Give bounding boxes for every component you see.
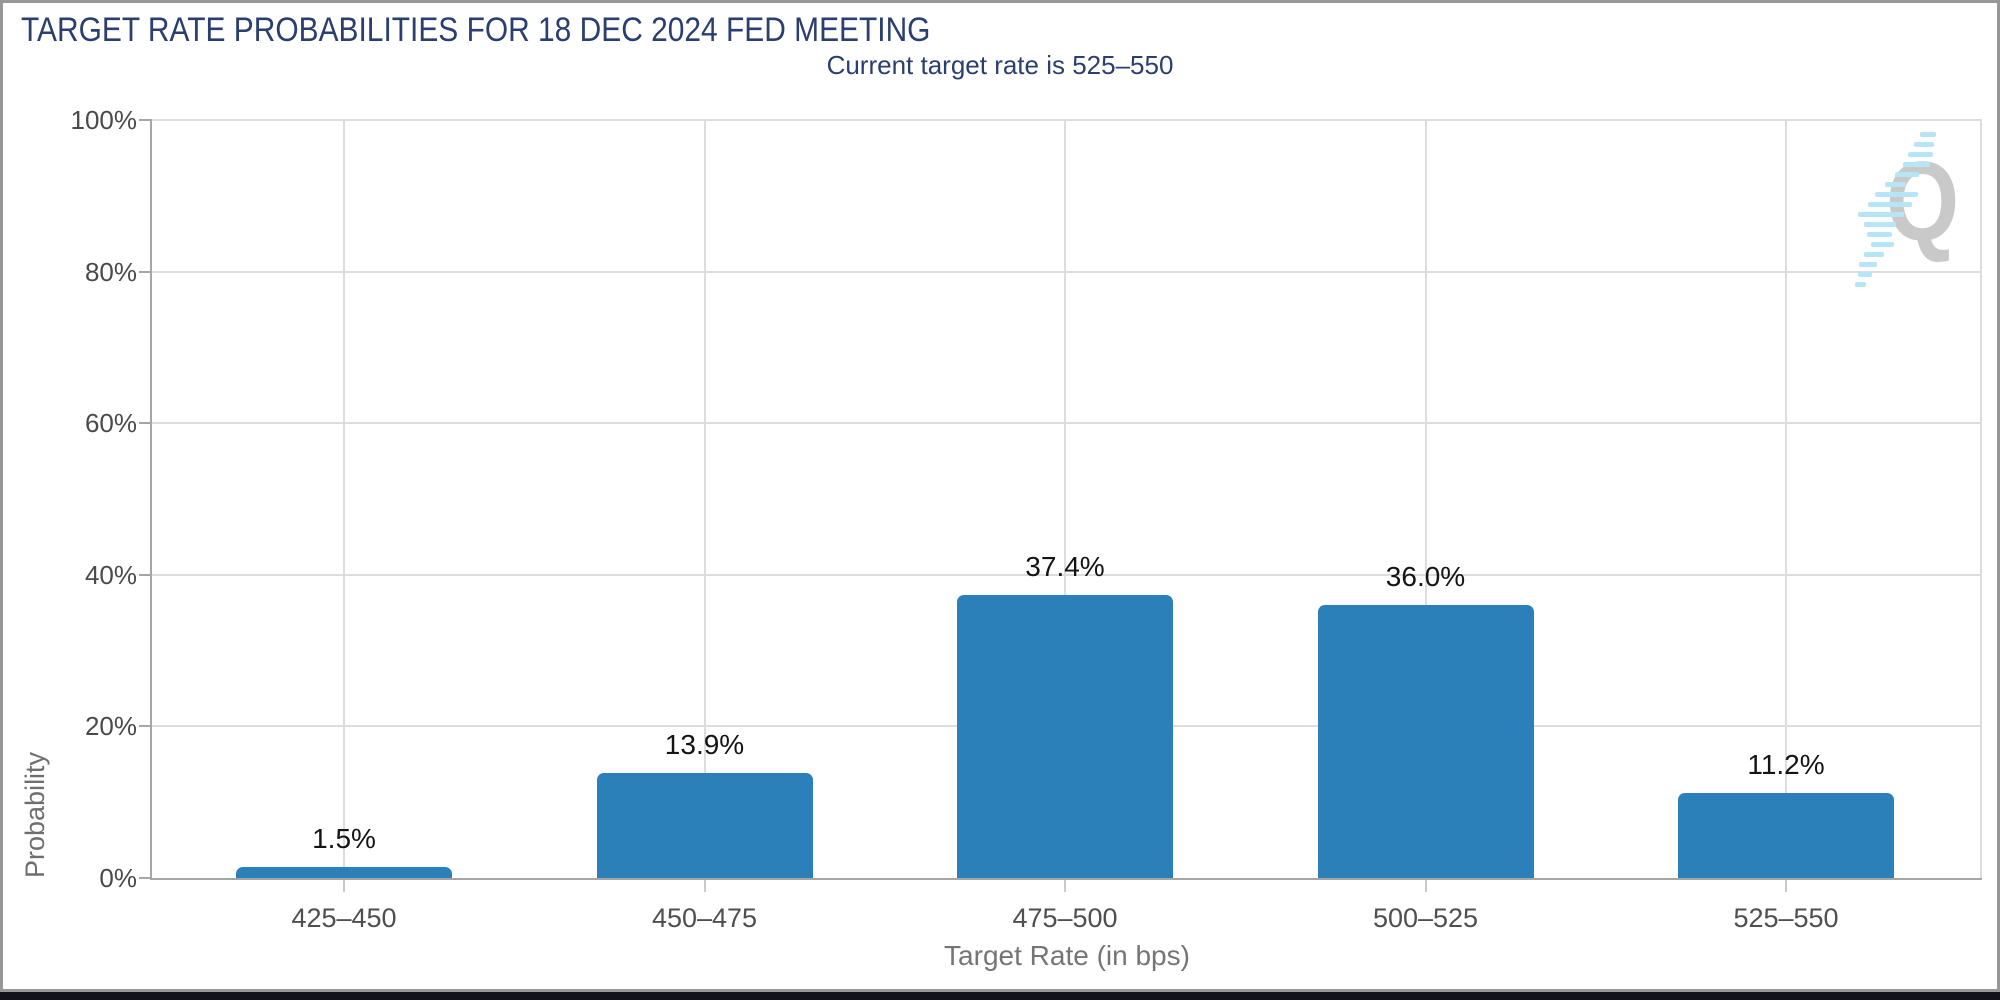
y-tick-mark	[139, 877, 152, 879]
x-tick-label: 425–450	[291, 903, 397, 933]
probability-bar-500–525[interactable]	[1317, 605, 1534, 878]
logo-dash	[1885, 182, 1906, 187]
x-tick-mark	[1785, 880, 1787, 892]
probability-bar-525–550[interactable]	[1678, 793, 1894, 878]
logo-dash	[1908, 152, 1933, 157]
bottom-dark-strip	[0, 992, 2000, 1000]
y-gridline	[152, 119, 1982, 121]
bar-value-label: 1.5%	[312, 822, 376, 854]
x-tick-mark	[1424, 880, 1427, 892]
y-tick-mark	[139, 119, 152, 121]
bar-value-label: 11.2%	[1747, 749, 1825, 781]
y-tick-mark	[139, 422, 152, 425]
logo-dash	[1855, 282, 1866, 287]
x-tick-label: 500–525	[1372, 903, 1479, 933]
logo-dash	[1914, 142, 1934, 147]
plot-right-border	[1980, 120, 1982, 878]
y-tick-label: 0%	[99, 863, 137, 893]
logo-dash	[1903, 162, 1930, 167]
x-axis-title: Target Rate (in bps)	[944, 940, 1190, 971]
y-gridline	[152, 270, 1982, 273]
logo-dash	[1871, 242, 1894, 247]
logo-dash	[1864, 222, 1896, 227]
y-tick-mark	[139, 270, 152, 273]
y-tick-label: 60%	[84, 408, 137, 439]
x-tick-label: 475–500	[1012, 903, 1118, 933]
x-gridline	[1785, 120, 1787, 878]
x-gridline	[1064, 120, 1066, 878]
x-tick-label: 525–550	[1733, 903, 1839, 933]
x-tick-mark	[1064, 880, 1066, 892]
bar-value-label: 13.9%	[664, 728, 745, 760]
chart-subtitle: Current target rate is 525–550	[826, 50, 1174, 80]
y-axis-line	[150, 120, 152, 880]
probability-bar-425–450[interactable]	[236, 866, 452, 878]
logo-dash	[1867, 232, 1892, 237]
logo-dash	[1864, 252, 1884, 257]
bar-value-label: 36.0%	[1385, 561, 1466, 593]
y-tick-mark	[139, 573, 152, 576]
x-gridline	[703, 120, 706, 878]
bar-value-label: 37.4%	[1025, 550, 1105, 582]
logo-dash	[1895, 172, 1919, 177]
y-tick-mark	[139, 725, 152, 728]
x-axis-line	[152, 878, 1982, 880]
logo-dash	[1868, 202, 1912, 207]
x-tick-mark	[343, 880, 345, 892]
x-gridline	[343, 120, 345, 878]
y-axis-title: Probability	[20, 751, 50, 878]
logo-dash	[1858, 272, 1872, 277]
y-gridline	[152, 422, 1982, 425]
chart-title: TARGET RATE PROBABILITIES FOR 18 DEC 202…	[21, 11, 931, 49]
logo-dash	[1875, 192, 1918, 197]
y-tick-label: 40%	[84, 559, 137, 590]
probability-bar-450–475[interactable]	[596, 772, 813, 878]
x-gridline	[1424, 120, 1427, 878]
y-tick-label: 80%	[84, 256, 137, 287]
logo-dash	[1858, 212, 1904, 217]
y-tick-label: 100%	[70, 105, 138, 135]
logo-dash	[1859, 262, 1877, 267]
logo-dash	[1920, 132, 1936, 137]
x-tick-label: 450–475	[651, 903, 758, 933]
y-tick-label: 20%	[84, 711, 137, 742]
y-gridline	[152, 573, 1982, 576]
probability-bar-475–500[interactable]	[957, 594, 1173, 878]
x-tick-mark	[703, 880, 706, 892]
